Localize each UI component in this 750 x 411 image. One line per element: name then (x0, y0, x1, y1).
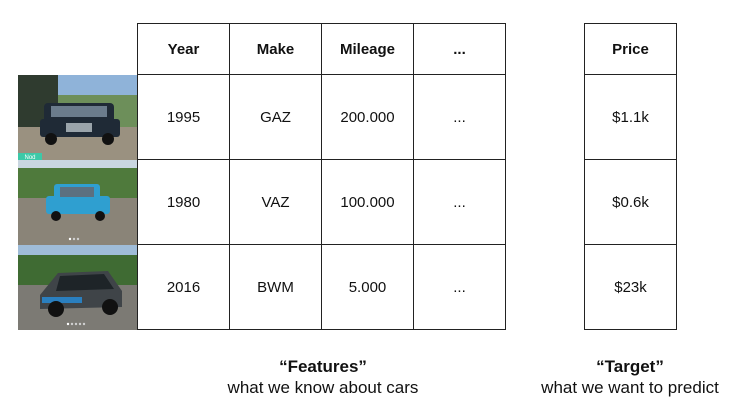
cell-more: ... (413, 244, 506, 330)
table-row: $0.6k (584, 159, 677, 245)
cell-more: ... (413, 159, 506, 245)
cell-make: GAZ (229, 74, 322, 160)
cell-mileage: 200.000 (321, 74, 414, 160)
features-caption-subtitle: what we know about cars (227, 378, 419, 397)
target-caption: “Target” what we want to predict (520, 357, 740, 399)
features-header-row: Year Make Mileage ... (137, 23, 506, 75)
header-more: ... (413, 23, 506, 75)
table-row: $23k (584, 244, 677, 330)
cell-make: VAZ (229, 159, 322, 245)
target-caption-title: “Target” (596, 357, 664, 376)
cell-year: 1995 (137, 74, 230, 160)
table-row: 1980 VAZ 100.000 ... (137, 159, 506, 245)
cell-make: BWM (229, 244, 322, 330)
blue-sedan-image (18, 160, 137, 245)
header-mileage: Mileage (321, 23, 414, 75)
cell-price: $23k (584, 244, 677, 330)
car-photo-bmw (18, 245, 137, 330)
gray-hatchback-image (18, 245, 137, 330)
table-row: $1.1k (584, 74, 677, 160)
header-make: Make (229, 23, 322, 75)
photo-badge: Nod (24, 155, 35, 160)
cell-more: ... (413, 74, 506, 160)
table-row: 1995 GAZ 200.000 ... (137, 74, 506, 160)
features-caption: “Features” what we know about cars (198, 357, 448, 399)
target-caption-subtitle: what we want to predict (541, 378, 719, 397)
cell-mileage: 5.000 (321, 244, 414, 330)
header-year: Year (137, 23, 230, 75)
features-caption-title: “Features” (279, 357, 367, 376)
cell-price: $1.1k (584, 74, 677, 160)
black-suv-image: Nod (18, 75, 137, 160)
cell-mileage: 100.000 (321, 159, 414, 245)
table-row: 2016 BWM 5.000 ... (137, 244, 506, 330)
target-header-row: Price (584, 23, 677, 75)
cell-year: 1980 (137, 159, 230, 245)
car-photo-vaz (18, 160, 137, 245)
cell-year: 2016 (137, 244, 230, 330)
cell-price: $0.6k (584, 159, 677, 245)
target-table: Price $1.1k $0.6k $23k (584, 23, 677, 330)
features-table: Year Make Mileage ... 1995 GAZ 200.000 .… (137, 23, 506, 330)
header-price: Price (584, 23, 677, 75)
car-photo-gaz: Nod (18, 75, 137, 160)
